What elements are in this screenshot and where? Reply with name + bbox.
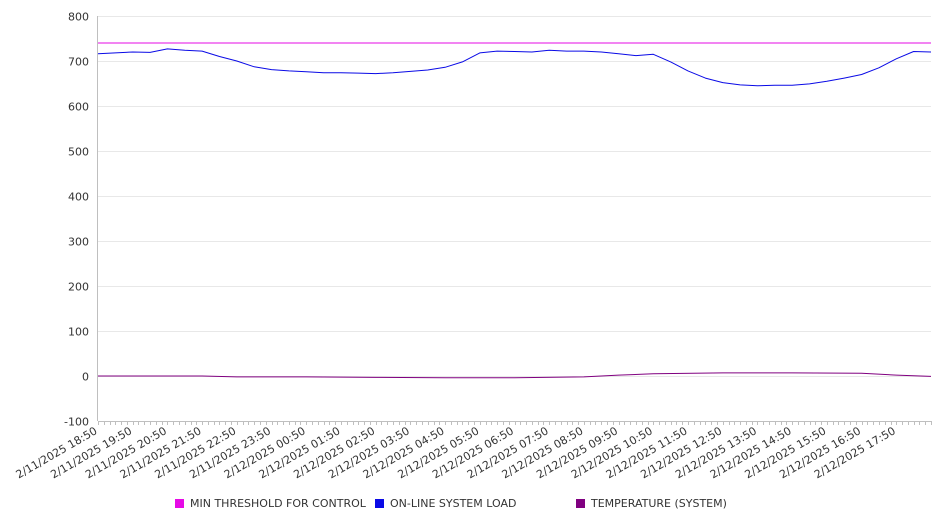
grid-lines — [98, 16, 931, 422]
y-tick-label: 300 — [68, 236, 89, 249]
y-tick-label: 600 — [68, 101, 89, 114]
y-tick-label: 700 — [68, 56, 89, 69]
legend: MIN THRESHOLD FOR CONTROL ON-LINE SYSTEM… — [0, 497, 946, 515]
y-tick-label: 200 — [68, 281, 89, 294]
y-tick-label: 400 — [68, 191, 89, 204]
series-line-temperature — [98, 372, 932, 379]
legend-label-system-load: ON-LINE SYSTEM LOAD — [390, 497, 517, 510]
y-tick-label: -100 — [64, 416, 89, 429]
series-lines — [97, 42, 932, 379]
y-tick-label: 500 — [68, 146, 89, 159]
legend-swatch-system-load — [375, 499, 384, 508]
y-tick-label: 0 — [82, 371, 89, 384]
legend-swatch-min-threshold — [175, 499, 184, 508]
legend-label-min-threshold: MIN THRESHOLD FOR CONTROL — [190, 497, 366, 510]
axes — [97, 16, 932, 425]
legend-swatch-temperature — [576, 499, 585, 508]
legend-item-system-load[interactable]: ON-LINE SYSTEM LOAD — [375, 497, 516, 510]
y-tick-labels: -100 0 100 200 300 400 500 600 700 800 — [64, 11, 89, 429]
series-line-system-load — [97, 48, 932, 87]
legend-item-temperature[interactable]: TEMPERATURE (SYSTEM) — [576, 497, 727, 510]
legend-item-min-threshold[interactable]: MIN THRESHOLD FOR CONTROL — [175, 497, 366, 510]
legend-label-temperature: TEMPERATURE (SYSTEM) — [591, 497, 727, 510]
y-tick-label: 100 — [68, 326, 89, 339]
y-tick-label: 800 — [68, 11, 89, 24]
x-tick-labels: 2/11/2025 18:502/11/2025 19:502/11/2025 … — [14, 424, 898, 481]
